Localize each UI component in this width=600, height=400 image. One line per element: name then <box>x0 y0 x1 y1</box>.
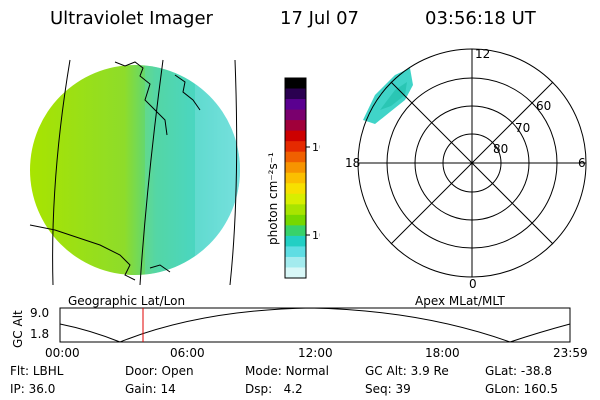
coastline <box>114 61 168 136</box>
colorbar-swatch <box>285 162 306 174</box>
info-flt: Flt: LBHL <box>10 364 64 378</box>
coastline <box>174 74 201 111</box>
timeline-xtick: 00:00 <box>45 346 80 360</box>
colorbar-swatch <box>285 172 306 184</box>
info-flt-value: LBHL <box>32 364 64 378</box>
geo-caption: Geographic Lat/Lon <box>68 294 186 308</box>
colorbar-swatch <box>285 120 306 132</box>
timeline-xtick: 23:59 <box>553 346 588 360</box>
meridian-line <box>139 59 164 286</box>
timeline-ylabel: GC Alt <box>11 310 25 348</box>
info-glon-value: 160.5 <box>523 382 558 396</box>
colorbar-swatch <box>285 78 306 90</box>
info-ip: IP: 36.0 <box>10 382 56 396</box>
info-gain: Gain: 14 <box>125 382 176 396</box>
info-glat-value: -38.8 <box>520 364 552 378</box>
colorbar-swatch <box>285 130 306 142</box>
colorbar-swatch <box>285 141 306 153</box>
info-ip-value: 36.0 <box>28 382 56 396</box>
mlt-label-6: 6 <box>578 156 586 170</box>
colorbar-swatch <box>285 193 306 205</box>
colorbar-swatch <box>285 204 306 216</box>
timeline-ytick: 1.8 <box>30 327 49 341</box>
mlat-label-80: 80 <box>493 142 508 156</box>
mlt-label-18: 18 <box>345 156 360 170</box>
coastline <box>149 264 171 273</box>
colorbar-swatch <box>285 151 306 163</box>
colorbar-swatch <box>285 99 306 111</box>
info-gcalt: GC Alt: 3.9 Re <box>365 364 449 378</box>
aurora-patch <box>363 68 413 124</box>
timeline-xtick: 18:00 <box>425 346 460 360</box>
timeline-xtick: 12:00 <box>298 346 333 360</box>
colorbar-tick-label: 10 <box>312 229 320 242</box>
info-dsp: Dsp: 4.2 <box>245 382 303 396</box>
polar-diagonal <box>390 81 554 245</box>
info-seq-value: 39 <box>395 382 411 396</box>
mlt-label-12: 12 <box>475 47 490 61</box>
colorbar-scale <box>285 78 306 279</box>
colorbar-swatch <box>285 235 306 248</box>
info-gain-value: 14 <box>160 382 176 396</box>
info-seq: Seq: 39 <box>365 382 411 396</box>
observation-date: 17 Jul 07 <box>280 8 359 29</box>
geographic-image <box>29 59 240 286</box>
info-gcalt-value: 3.9 Re <box>410 364 449 378</box>
altitude-curve <box>59 307 571 343</box>
timeline-ytick: 9.0 <box>30 306 49 320</box>
mlt-label-0: 0 <box>469 277 477 291</box>
info-mode: Mode: Normal <box>245 364 329 378</box>
polar-caption: Apex MLat/MLT <box>415 294 505 308</box>
colorbar-tick-label: 100 <box>312 141 320 154</box>
timeline-xtick: 06:00 <box>170 346 205 360</box>
altitude-timeline: GC Alt 9.0 1.8 <box>11 306 571 348</box>
meridian-line <box>52 59 71 286</box>
info-door-value: Open <box>161 364 194 378</box>
colorbar-swatch <box>285 225 306 237</box>
meridian-line <box>229 59 238 286</box>
colorbar-swatch <box>285 256 306 269</box>
earth-disk <box>30 65 240 275</box>
colorbar: 100 10 photon cm⁻²s⁻¹ <box>266 77 320 279</box>
colorbar-unit-label: photon cm⁻²s⁻¹ <box>266 152 280 245</box>
info-dsp-value: 4.2 <box>283 382 303 396</box>
colorbar-swatch <box>285 109 306 121</box>
observation-time: 03:56:18 UT <box>425 8 536 29</box>
coastline <box>29 224 136 281</box>
mlat-label-60: 60 <box>536 99 551 113</box>
colorbar-swatch <box>285 246 306 258</box>
app-title: Ultraviolet Imager <box>50 8 213 29</box>
mlat-label-70: 70 <box>515 121 530 135</box>
colorbar-swatch <box>285 214 306 226</box>
info-mode-value: Normal <box>285 364 329 378</box>
polar-plot: 12 18 6 0 60 70 80 <box>345 47 587 291</box>
info-door: Door: Open <box>125 364 194 378</box>
colorbar-swatch <box>285 267 306 279</box>
info-glat: GLat: -38.8 <box>485 364 552 378</box>
colorbar-swatch <box>285 88 306 100</box>
info-glon: GLon: 160.5 <box>485 382 558 396</box>
colorbar-swatch <box>285 183 306 195</box>
